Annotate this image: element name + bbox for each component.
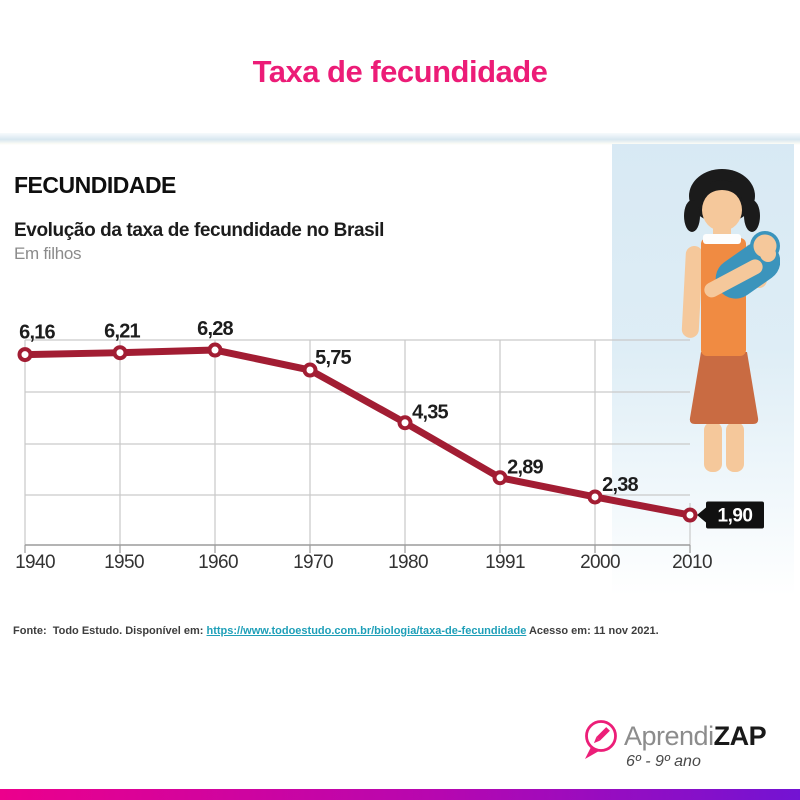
x-axis-label-1950: 1950 [104,552,144,573]
brand-name-prefix: Aprendi [624,721,714,751]
grade-range-label: 6º - 9º ano [626,753,701,770]
speech-bubble-pencil-icon [585,720,617,759]
chart-point-label-1950: 6,21 [104,321,140,343]
source-text: Fonte: Todo Estudo. Disponível em: https… [13,625,773,637]
chart-point-label-2000: 2,38 [602,474,638,496]
x-axis-label-1940: 1940 [15,552,55,573]
aprendizap-logo-icon [585,720,617,759]
x-axis-label-2010: 2010 [672,552,712,573]
mother-and-baby-illustration [681,169,780,472]
x-axis-label-1980: 1980 [388,552,428,573]
x-axis-label-1970: 1970 [293,552,333,573]
page-title: Taxa de fecundidade [252,54,548,89]
chart-point-1940 [17,347,33,363]
chart-data-line [21,346,694,519]
chart-kicker: FECUNDIDADE [14,172,176,198]
brand-name: AprendiZAP [624,721,767,751]
mother-hand [760,246,776,262]
header-divider [0,133,800,145]
fertility-line-chart: 6,16 6,21 6,28 5,75 4,35 2,89 2,38 1,90 1940 1950… [15,318,764,573]
source-link[interactable]: https://www.todoestudo.com.br/biologia/t… [206,625,527,637]
x-axis-label-1991: 1991 [485,552,525,573]
chart-axis-ticks [24,545,691,553]
source-suffix: Acesso em: 11 nov 2021. [526,625,659,637]
mother-bangs [702,180,742,202]
chart-point-2000 [587,489,603,505]
mother-right-leg [726,422,744,472]
source-prefix: Fonte: Todo Estudo. Disponível em: [13,625,207,637]
chart-point-2010 [682,507,698,523]
chart-highlight-box: 1,90 [697,501,764,529]
chart-gridlines [24,339,691,545]
mother-skirt [689,352,759,424]
chart-point-1960 [207,342,223,358]
chart-highlight-label: 1,90 [718,506,753,527]
brand-name-suffix: ZAP [713,721,767,751]
chart-point-1980 [397,415,413,431]
mother-face [702,189,742,231]
mother-hair-right-lobe [744,200,760,232]
mother-figure [681,169,767,472]
mother-left-arm [681,245,703,338]
chart-point-label-1991: 2,89 [507,457,543,479]
chart-point-label-1980: 4,35 [412,402,448,424]
chart-point-label-1970: 5,75 [315,347,351,369]
x-axis-label-1960: 1960 [198,552,238,573]
x-axis-label-2000: 2000 [580,552,620,573]
chart-point-label-1940: 6,16 [19,322,55,344]
chart-title: Evolução da taxa de fecundidade no Brasi… [14,220,385,241]
footer-gradient-bar [0,789,800,800]
mother-hair-left-lobe [684,200,700,232]
mother-forearm [704,259,763,298]
mother-left-leg [704,422,722,472]
baby-figure [704,231,780,299]
chart-point-1991 [492,470,508,486]
chart-point-1970 [302,362,318,378]
chart-unit-label: Em filhos [14,244,82,263]
chart-point-label-1960: 6,28 [197,318,233,340]
chart-point-1950 [112,345,128,361]
mother-collar [703,234,741,244]
